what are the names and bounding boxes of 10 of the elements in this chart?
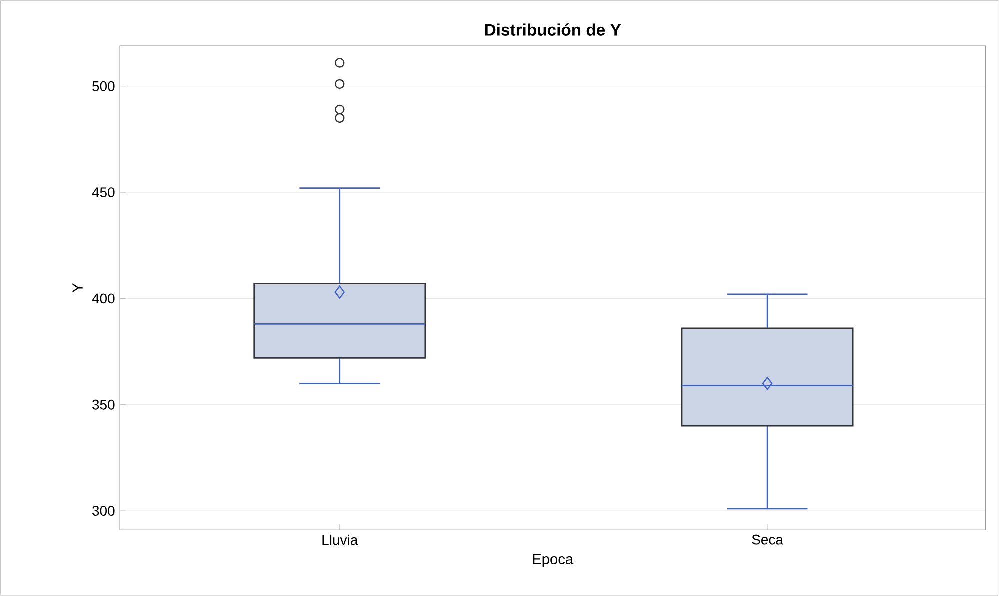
y-tick-label: 500: [92, 81, 115, 92]
x-axis-title: Epoca: [533, 554, 574, 568]
x-tick-label: Seca: [752, 534, 784, 545]
y-axis-title: Y: [72, 283, 83, 293]
y-tick-label: 400: [92, 294, 115, 304]
x-tick-label: Lluvia: [322, 534, 358, 546]
y-tick-label: 300: [92, 506, 115, 516]
y-tick-label: 350: [92, 400, 115, 410]
chart-title: Distribución de Y: [485, 23, 622, 36]
y-tick-label: 450: [92, 187, 115, 198]
